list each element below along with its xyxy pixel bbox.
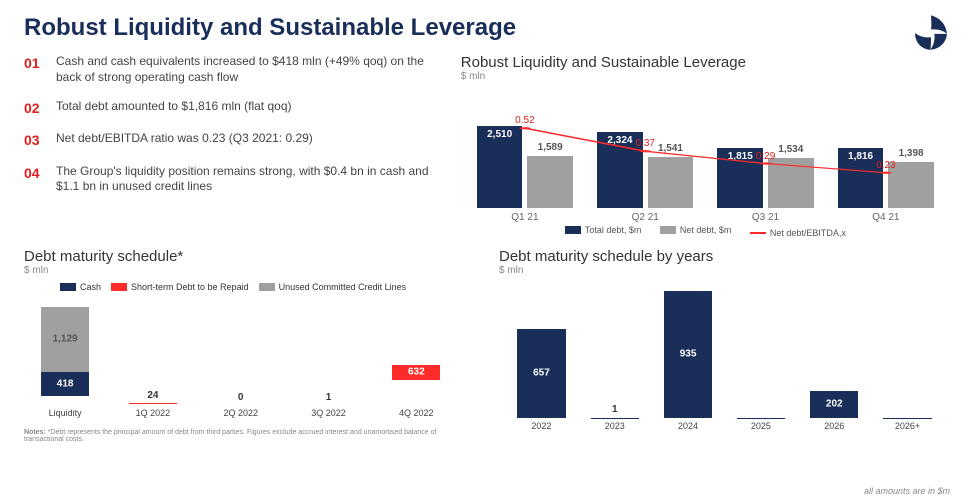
rl-chart-title: Robust Liquidity and Sustainable Leverag… (461, 54, 950, 71)
yr-xlabel: 2022 (506, 421, 576, 431)
rl-chart: 2,5101,589Q1 210.522,3241,541Q2 210.371,… (461, 88, 950, 238)
rl-legend-net: Net debt, $m (680, 225, 732, 235)
rl-xlabel: Q1 21 (477, 212, 573, 223)
point-3-text: Net debt/EBITDA ratio was 0.23 (Q3 2021:… (56, 131, 313, 149)
dm-section: Debt maturity schedule* $ mln CashShort-… (24, 248, 475, 443)
dm-xlabel: 4Q 2022 (377, 408, 456, 418)
dm-xlabel: 2Q 2022 (201, 408, 280, 418)
point-3-num: 03 (24, 131, 46, 149)
dm-seg-short: 632 (392, 365, 440, 380)
dm-chart-sub: $ mln (24, 265, 475, 276)
yr-xlabel: 2026 (799, 421, 869, 431)
slide-title: Robust Liquidity and Sustainable Leverag… (24, 14, 950, 42)
dm-xlabel: Liquidity (26, 408, 105, 418)
point-1-num: 01 (24, 54, 46, 85)
yr-xlabel: 2026+ (872, 421, 942, 431)
yr-bar: 657 (517, 329, 565, 418)
yr-chart-title: Debt maturity schedule by years (499, 248, 950, 265)
yr-chart-sub: $ mln (499, 265, 950, 276)
rl-xlabel: Q4 21 (838, 212, 934, 223)
yr-xlabel: 2024 (653, 421, 723, 431)
dm-stack: 632 (392, 365, 440, 405)
dm-xlabel: 3Q 2022 (289, 408, 368, 418)
dm-chart-title: Debt maturity schedule* (24, 248, 475, 265)
dm-seg-cash: 418 (41, 372, 89, 396)
yr-xlabel: 2023 (580, 421, 650, 431)
dm-stack: 1,129418 (41, 307, 89, 405)
point-1-text: Cash and cash equivalents increased to $… (56, 54, 441, 85)
rl-legend: Total debt, $m Net debt, $m Net debt/EBI… (461, 225, 950, 238)
rl-xlabel: Q3 21 (717, 212, 813, 223)
point-4-num: 04 (24, 164, 46, 195)
point-4: 04 The Group's liquidity position remain… (24, 164, 441, 195)
yr-bar: 202 (810, 391, 858, 418)
footnote-right: all amounts are in $m (864, 486, 950, 496)
rl-chart-sub: $ mln (461, 71, 950, 82)
rl-legend-ratio: Net debt/EBITDA,x (770, 228, 846, 238)
point-4-text: The Group's liquidity position remains s… (56, 164, 441, 195)
point-3: 03 Net debt/EBITDA ratio was 0.23 (Q3 20… (24, 131, 441, 149)
dm-seg-unused: 1,129 (41, 307, 89, 372)
bullet-points: 01 Cash and cash equivalents increased t… (24, 54, 441, 238)
point-2-text: Total debt amounted to $1,816 mln (flat … (56, 99, 291, 117)
dm-legend: CashShort-term Debt to be RepaidUnused C… (60, 282, 475, 293)
yr-xlabel: 2025 (726, 421, 796, 431)
dm-notes: Notes: *Debt represents the principal am… (24, 429, 475, 443)
rl-xlabel: Q2 21 (597, 212, 693, 223)
dm-chart: 1,129418Liquidity241Q 202202Q 202213Q 20… (24, 297, 475, 427)
point-2: 02 Total debt amounted to $1,816 mln (fl… (24, 99, 441, 117)
dm-stack: 24 (129, 403, 177, 405)
rl-ratio-line (465, 116, 946, 208)
point-1: 01 Cash and cash equivalents increased t… (24, 54, 441, 85)
dm-xlabel: 1Q 2022 (113, 408, 192, 418)
point-2-num: 02 (24, 99, 46, 117)
yr-bar: 935 (664, 291, 712, 418)
rl-legend-total: Total debt, $m (585, 225, 642, 235)
company-logo (910, 12, 952, 59)
yr-chart: 6572022120239352024202520220262026+ (499, 282, 950, 438)
yr-section: Debt maturity schedule by years $ mln 65… (499, 248, 950, 443)
